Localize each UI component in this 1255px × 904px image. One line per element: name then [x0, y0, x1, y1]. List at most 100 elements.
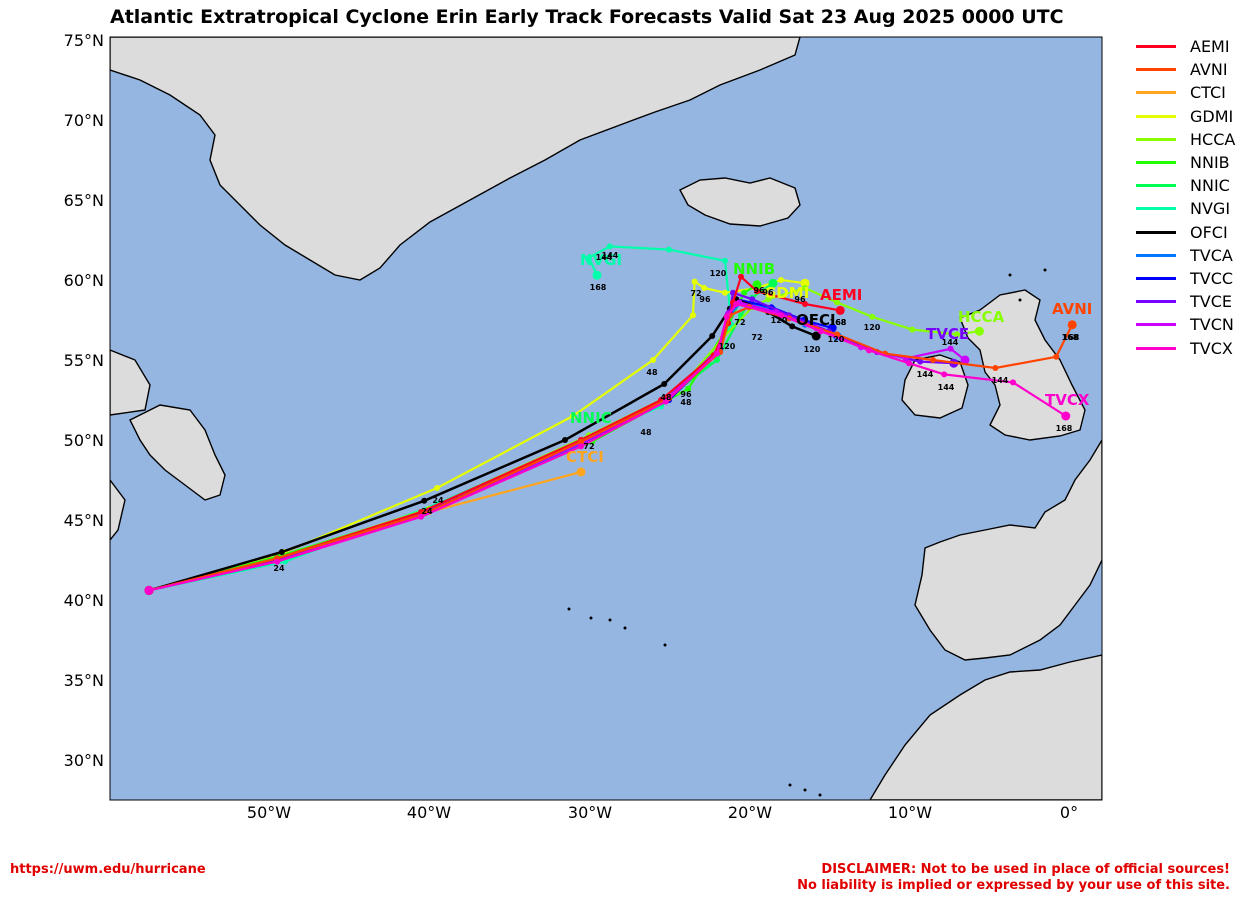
lat-tick: 40°N [64, 591, 104, 610]
lead-hour-label: 72 [583, 442, 594, 451]
track-point [906, 360, 912, 367]
lon-tick: 30°W [568, 803, 612, 822]
lat-tick: 65°N [64, 191, 104, 210]
lead-hour-label: 168 [830, 318, 847, 327]
lead-hour-label: 144 [596, 253, 613, 262]
track-point [754, 288, 760, 295]
track-point [835, 305, 845, 315]
model-label-ctci: CTCI [566, 448, 604, 466]
legend-item-tvce: TVCE [1136, 290, 1235, 313]
legend-swatch [1136, 68, 1176, 72]
legend-swatch [1136, 184, 1176, 188]
canary-islands [788, 783, 822, 797]
track-point [768, 278, 778, 288]
lead-hour-label: 168 [830, 318, 847, 327]
model-label-tvcx: TVCX [1045, 391, 1090, 409]
track-point [941, 371, 948, 378]
lead-hour-label: 96 [680, 390, 692, 399]
source-url[interactable]: https://uwm.edu/hurricane [10, 862, 206, 877]
lead-hour-label: 168 [1062, 333, 1079, 342]
track-point [752, 280, 762, 290]
legend-label: TVCN [1190, 315, 1234, 335]
lead-hour-label: 96 [699, 295, 711, 304]
track-point [723, 313, 730, 320]
lead-hour-label: 48 [640, 428, 652, 437]
lon-axis: 50°W 40°W 30°W 20°W 10°W 0° [247, 803, 1078, 822]
track-point [662, 398, 669, 405]
legend-swatch [1136, 207, 1176, 211]
legend-label: CTCI [1190, 83, 1226, 103]
track-point [576, 467, 586, 477]
lat-tick: 75°N [64, 31, 104, 50]
track-point [992, 365, 999, 371]
lat-tick: 50°N [64, 431, 104, 450]
track-point [1010, 379, 1016, 386]
lead-hour-label: 96 [762, 288, 774, 297]
legend-label: TVCA [1190, 245, 1233, 265]
lead-hour-label: 120 [710, 269, 727, 278]
lead-hour-label: 168 [1063, 333, 1080, 342]
disclaimer-line-1: DISCLAIMER: Not to be used in place of o… [821, 862, 1230, 877]
lon-tick: 40°W [407, 803, 451, 822]
track-point [869, 313, 876, 320]
track-point [592, 270, 602, 280]
track-point [722, 289, 728, 296]
lat-tick: 70°N [64, 111, 104, 130]
labrador [110, 349, 151, 416]
nova-scotia [110, 478, 126, 542]
legend-label: OFCI [1190, 222, 1228, 242]
legend-item-tvcx: TVCX [1136, 336, 1235, 359]
track-point [274, 558, 280, 565]
track-point [606, 243, 613, 250]
track-point [570, 413, 576, 419]
lead-hour-label: 48 [646, 368, 658, 377]
track-point [434, 485, 440, 491]
model-label-nnib: NNIB [733, 260, 775, 278]
track-point [701, 285, 708, 291]
track-point [685, 385, 692, 392]
track-point [818, 328, 824, 335]
track-point [418, 513, 424, 520]
legend-swatch [1136, 300, 1176, 304]
track-point [800, 278, 810, 288]
page-title: Atlantic Extratropical Cyclone Erin Earl… [110, 6, 1064, 28]
lead-hour-label: 120 [864, 323, 881, 332]
legend-item-tvcc: TVCC [1136, 267, 1235, 290]
lead-hour-label: 144 [942, 338, 959, 347]
lead-hour-label: 144 [917, 370, 934, 379]
track-point [733, 301, 740, 307]
lon-tick: 10°W [888, 803, 932, 822]
track-point [709, 333, 716, 339]
legend-swatch [1136, 114, 1176, 118]
legend-item-nnib: NNIB [1136, 151, 1235, 174]
lon-tick: 0° [1060, 803, 1078, 822]
great-britain [959, 289, 1086, 441]
model-label-gdmi: GDMI [764, 284, 809, 302]
legend-item-gdmi: GDMI [1136, 105, 1235, 128]
track-point [586, 254, 592, 261]
model-label-ofci: OFCI [796, 311, 836, 329]
legend: AEMI AVNI CTCI GDMI HCCA NNIB NNIC NVGI OFCI TVCA… [1136, 35, 1235, 360]
model-label-tvce: TVCE [926, 325, 969, 343]
legend-swatch [1136, 45, 1176, 49]
lead-hour-label: 24 [273, 564, 285, 573]
legend-label: TVCE [1190, 292, 1232, 312]
legend-label: TVCC [1190, 268, 1234, 288]
track-point [661, 381, 668, 387]
track-point [1053, 353, 1060, 360]
track-point [866, 347, 872, 354]
track-point [741, 289, 748, 296]
lat-tick: 45°N [64, 511, 104, 530]
iceland [679, 177, 801, 227]
legend-item-hcca: HCCA [1136, 128, 1235, 151]
lead-hour-label: 144 [938, 383, 955, 392]
legend-label: TVCX [1190, 338, 1233, 358]
scottish-islands [1008, 268, 1047, 302]
legend-item-nnic: NNIC [1136, 174, 1235, 197]
track-point [974, 326, 984, 336]
legend-label: HCCA [1190, 129, 1236, 149]
legend-swatch [1136, 230, 1176, 234]
lead-hour-label: 144 [602, 251, 619, 260]
lead-hour-label: 24 [421, 507, 433, 516]
